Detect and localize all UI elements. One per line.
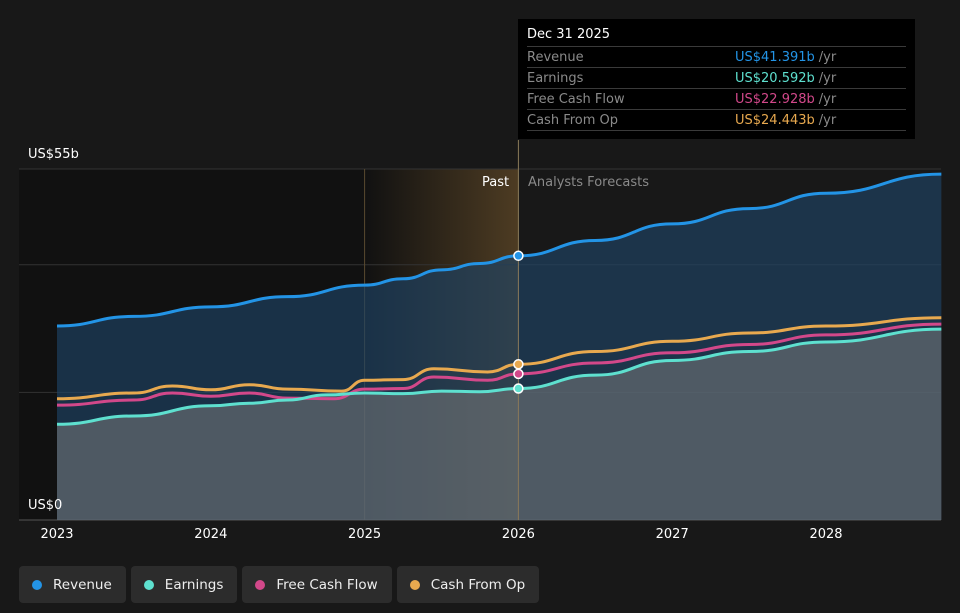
legend-label: Free Cash Flow xyxy=(276,576,378,593)
legend-dot-icon xyxy=(255,579,266,590)
legend-label: Cash From Op xyxy=(430,576,526,593)
tooltip-value: US$24.443b xyxy=(735,112,815,128)
legend-item[interactable]: Revenue xyxy=(19,566,126,603)
tooltip-value: US$20.592b xyxy=(735,70,815,86)
tooltip-label: Free Cash Flow xyxy=(527,91,625,107)
tooltip-label: Earnings xyxy=(527,70,584,86)
tooltip-row: Earnings US$20.592b/yr xyxy=(527,67,906,88)
marker-free-cash-flow xyxy=(513,368,524,380)
x-tick-label: 2023 xyxy=(40,527,74,542)
legend-dot-icon xyxy=(409,579,420,590)
legend-item[interactable]: Earnings xyxy=(130,566,238,603)
tooltip-unit: /yr xyxy=(818,70,837,86)
x-tick-label: 2024 xyxy=(194,527,228,542)
tooltip-row: Free Cash Flow US$22.928b/yr xyxy=(527,88,906,109)
tooltip-row: Cash From Op US$24.443b/yr xyxy=(527,109,906,131)
tooltip-unit: /yr xyxy=(818,91,837,107)
marker-revenue xyxy=(513,250,524,262)
x-tick-label: 2025 xyxy=(348,527,382,542)
tooltip-date: Dec 31 2025 xyxy=(527,27,611,42)
marker-earnings xyxy=(513,383,524,394)
legend-item[interactable]: Cash From Op xyxy=(396,566,540,603)
tooltip-unit: /yr xyxy=(818,112,837,128)
legend-dot-icon xyxy=(143,579,154,590)
x-tick-label: 2027 xyxy=(655,527,689,542)
past-label: Past xyxy=(482,175,510,190)
tooltip-value: US$41.391b xyxy=(735,49,815,65)
y-tick-max: US$55b xyxy=(28,147,79,162)
series-line-cash-from-op xyxy=(56,316,942,401)
legend: Revenue Earnings Free Cash Flow Cash From O… xyxy=(19,566,540,603)
series-line-earnings xyxy=(56,327,942,426)
tooltip-label: Revenue xyxy=(527,49,584,65)
legend-dot-icon xyxy=(32,579,42,590)
x-tick-label: 2026 xyxy=(501,527,535,542)
x-tick-label: 2028 xyxy=(809,527,843,542)
marker-cash-from-op xyxy=(513,359,524,370)
forecast-label: Analysts Forecasts xyxy=(528,175,649,190)
series-line-free-cash-flow xyxy=(56,322,942,407)
tooltip-value: US$22.928b xyxy=(735,91,815,107)
tooltip-unit: /yr xyxy=(818,49,837,65)
tooltip-row: Revenue US$41.391b/yr xyxy=(527,46,906,67)
legend-item[interactable]: Free Cash Flow xyxy=(242,566,392,603)
earnings-area xyxy=(57,329,942,520)
legend-label: Earnings xyxy=(164,576,224,593)
tooltip: Dec 31 2025 Revenue US$41.391b/yr Earnings… xyxy=(518,19,915,139)
series-line-revenue xyxy=(56,172,942,328)
legend-label: Revenue xyxy=(53,576,112,593)
y-tick-zero: US$0 xyxy=(28,498,63,513)
tooltip-label: Cash From Op xyxy=(527,112,619,128)
